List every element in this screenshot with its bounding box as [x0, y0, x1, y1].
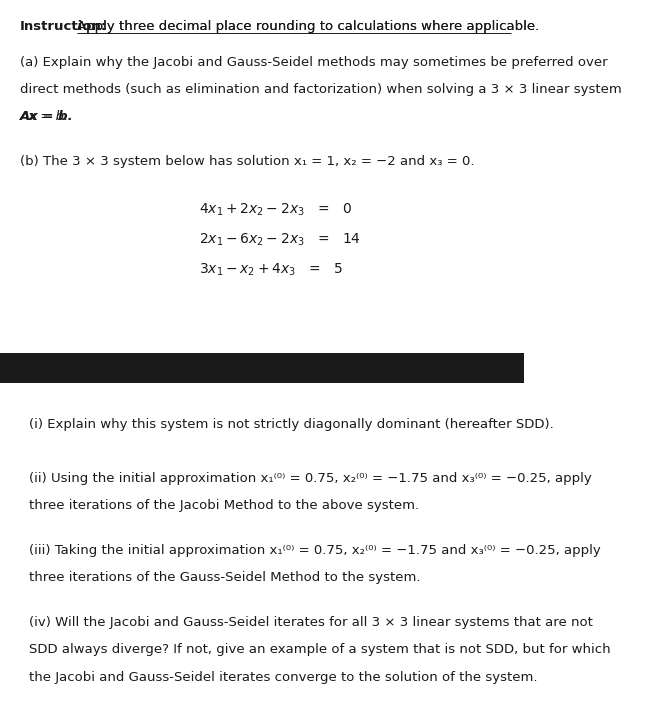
Text: $4x_1 + 2x_2 - 2x_3$   =   0: $4x_1 + 2x_2 - 2x_3$ = 0	[199, 202, 352, 218]
Text: Ax = b.: Ax = b.	[20, 110, 69, 123]
Text: SDD always diverge? If not, give an example of a system that is not SDD, but for: SDD always diverge? If not, give an exam…	[29, 644, 610, 656]
Text: (a) Explain why the Jacobi and Gauss-Seidel methods may sometimes be preferred o: (a) Explain why the Jacobi and Gauss-Sei…	[20, 56, 608, 69]
Text: Ax = b.: Ax = b.	[20, 110, 74, 123]
Text: (iii) Taking the initial approximation x₁⁽⁰⁾ = 0.75, x₂⁽⁰⁾ = −1.75 and x₃⁽⁰⁾ = −: (iii) Taking the initial approximation x…	[29, 544, 600, 557]
Text: Instruction:: Instruction:	[20, 20, 107, 33]
Text: $3x_1 - x_2 + 4x_3$   =   5: $3x_1 - x_2 + 4x_3$ = 5	[199, 262, 343, 278]
FancyBboxPatch shape	[0, 353, 524, 383]
Text: (b) The 3 × 3 system below has solution x₁ = 1, x₂ = −2 and x₃ = 0.: (b) The 3 × 3 system below has solution …	[20, 155, 475, 168]
Text: direct methods (such as elimination and factorization) when solving a 3 × 3 line: direct methods (such as elimination and …	[20, 83, 622, 96]
Text: three iterations of the Jacobi Method to the above system.: three iterations of the Jacobi Method to…	[29, 499, 419, 512]
Text: three iterations of the Gauss-Seidel Method to the system.: three iterations of the Gauss-Seidel Met…	[29, 571, 421, 584]
Text: $2x_1 - 6x_2 - 2x_3$   =   14: $2x_1 - 6x_2 - 2x_3$ = 14	[199, 232, 361, 248]
Text: the Jacobi and Gauss-Seidel iterates converge to the solution of the system.: the Jacobi and Gauss-Seidel iterates con…	[29, 671, 537, 684]
Text: Apply three decimal place rounding to calculations where applicable.: Apply three decimal place rounding to ca…	[77, 20, 539, 33]
Text: (i) Explain why this system is not strictly diagonally dominant (hereafter SDD).: (i) Explain why this system is not stric…	[29, 418, 553, 431]
Text: Apply three decimal place rounding to calculations where applicable.: Apply three decimal place rounding to ca…	[77, 20, 539, 33]
Text: (iv) Will the Jacobi and Gauss-Seidel iterates for all 3 × 3 linear systems that: (iv) Will the Jacobi and Gauss-Seidel it…	[29, 616, 593, 629]
Text: (ii) Using the initial approximation x₁⁽⁰⁾ = 0.75, x₂⁽⁰⁾ = −1.75 and x₃⁽⁰⁾ = −0.: (ii) Using the initial approximation x₁⁽…	[29, 472, 591, 485]
